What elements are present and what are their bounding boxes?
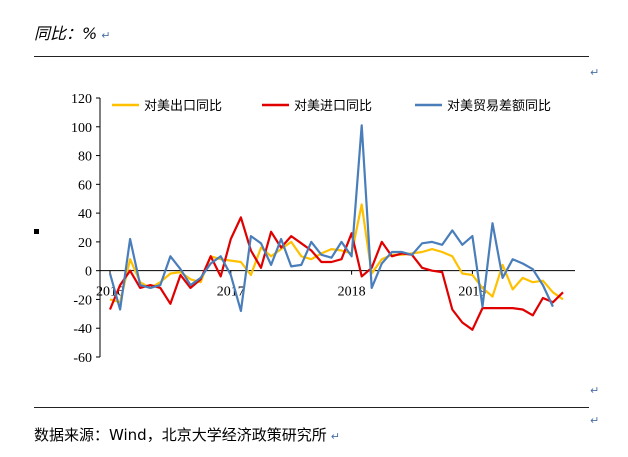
source-text: 数据来源：Wind，北京大学经济政策研究所	[34, 426, 327, 444]
paragraph-mark-icon: ↵	[590, 384, 600, 397]
bullet-icon	[34, 229, 39, 234]
series-line-2	[108, 216, 564, 331]
y-tick-label: -40	[73, 322, 92, 337]
y-tick-label: 0	[85, 265, 92, 280]
y-tick-label: 20	[78, 236, 92, 251]
paragraph-mark-icon: ↵	[330, 430, 340, 443]
y-tick-label: 120	[71, 92, 92, 107]
y-tick-label: 60	[78, 178, 92, 193]
bottom-rule	[34, 407, 589, 408]
paragraph-mark-icon: ↵	[590, 66, 600, 79]
y-tick-label: -60	[73, 351, 92, 366]
series-line-1	[109, 203, 564, 304]
paragraph-mark-icon: ↵	[590, 414, 600, 427]
legend-label: 对美进口同比	[294, 99, 372, 114]
unit-label-text: 同比：%	[34, 24, 98, 43]
top-rule	[34, 56, 589, 57]
legend-label: 对美出口同比	[144, 99, 222, 114]
source-note: 数据来源：Wind，北京大学经济政策研究所 ↵	[34, 424, 340, 445]
y-tick-label: -20	[73, 293, 92, 308]
unit-label: 同比：% ↵	[34, 20, 110, 44]
x-tick-label: 2018	[338, 285, 366, 300]
legend-label: 对美贸易差额同比	[447, 99, 551, 114]
y-tick-label: 80	[78, 150, 92, 165]
y-tick-label: 100	[71, 121, 92, 136]
x-tick-label: 2017	[217, 285, 245, 300]
y-tick-label: 40	[78, 207, 92, 222]
paragraph-mark-icon: ↵	[101, 29, 111, 42]
series-layer	[108, 124, 564, 331]
series-line-3	[108, 124, 554, 313]
legend: 对美出口同比 对美进口同比 对美贸易差额同比	[112, 99, 551, 114]
